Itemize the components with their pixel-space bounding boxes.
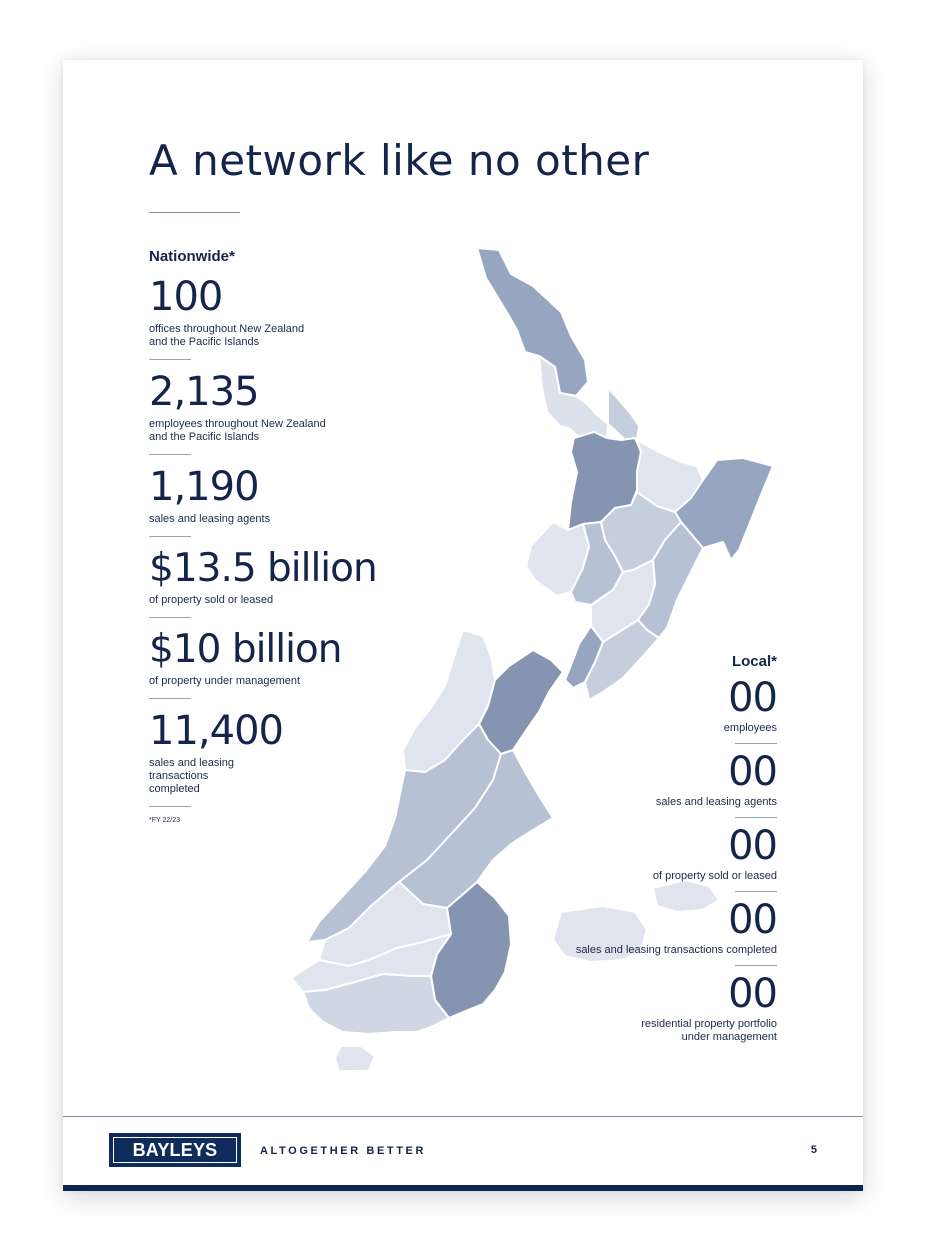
- title-divider: [149, 212, 240, 213]
- footer-tagline: ALTOGETHER BETTER: [260, 1145, 427, 1157]
- stat-divider: [735, 891, 777, 892]
- map-region-gisborne: [674, 457, 774, 561]
- stat-divider: [149, 806, 191, 807]
- local-stats: Local* 00 employees 00 sales and leasing…: [517, 653, 778, 1044]
- map-region-northland: [476, 247, 589, 397]
- local-stat-property-sold: 00 of property sold or leased: [517, 823, 778, 883]
- stat-description-line: transactions: [149, 770, 209, 782]
- stat-description: employees throughout New Zealand and the…: [149, 418, 409, 444]
- stat-description-line: sales and leasing transactions completed: [575, 944, 777, 956]
- stat-divider: [149, 698, 191, 699]
- stat-value: 00: [728, 823, 778, 869]
- local-stat-portfolio: 00 residential property portfolio under …: [517, 971, 778, 1044]
- nationwide-heading: Nationwide*: [149, 248, 235, 265]
- stat-description-line: sales and leasing agents: [149, 513, 271, 525]
- stat-value: 00: [728, 897, 778, 943]
- local-heading: Local*: [731, 653, 777, 670]
- stat-value: $10 billion: [149, 627, 343, 672]
- stat-divider: [149, 617, 191, 618]
- stat-value: 2,135: [149, 369, 260, 415]
- footer-bar: [63, 1185, 863, 1191]
- footnote: *FY 22/23: [149, 817, 181, 824]
- stat-agents: 1,190 sales and leasing agents: [149, 467, 409, 526]
- stat-description-line: completed: [149, 783, 200, 795]
- stat-divider: [735, 817, 777, 818]
- stat-divider: [149, 536, 191, 537]
- map-region-coromandel: [607, 387, 640, 441]
- stat-divider: [149, 454, 191, 455]
- new-zealand-map-icon: [290, 247, 774, 1070]
- stat-description-line: residential property portfolio: [641, 1018, 777, 1030]
- stat-description-line: and the Pacific Islands: [149, 336, 260, 348]
- stat-value: 100: [149, 274, 223, 320]
- stat-description-line: of property under management: [149, 675, 301, 687]
- stat-divider: [735, 743, 777, 744]
- stat-description: sales and leasing agents: [149, 513, 409, 526]
- stat-description: residential property portfolio under man…: [517, 1018, 777, 1044]
- map-region-wellington: [564, 625, 604, 689]
- stat-description-line: sales and leasing agents: [655, 796, 777, 808]
- page-title: A network like no other: [149, 136, 650, 185]
- stat-description-line: employees throughout New Zealand: [149, 418, 326, 430]
- local-stat-employees: 00 employees: [517, 675, 778, 735]
- stat-value: 00: [728, 971, 778, 1017]
- stat-description: offices throughout New Zealand and the P…: [149, 323, 409, 349]
- stat-description-line: offices throughout New Zealand: [149, 323, 305, 335]
- stat-description: of property sold or leased: [149, 594, 409, 607]
- stat-divider: [735, 965, 777, 966]
- bayleys-logo: BAYLEYS: [109, 1133, 241, 1167]
- stat-value: 00: [728, 675, 778, 721]
- stat-value: 1,190: [149, 464, 260, 510]
- stat-description-line: employees: [723, 722, 777, 734]
- stat-description: sales and leasing transactions completed: [517, 944, 777, 957]
- stat-description-line: sales and leasing: [149, 757, 235, 769]
- map-region-chatham-islands: [552, 905, 648, 963]
- page-number: 5: [810, 1144, 817, 1156]
- local-stat-agents: 00 sales and leasing agents: [517, 749, 778, 809]
- stat-value: 11,400: [149, 708, 284, 754]
- stat-value: 00: [728, 749, 778, 795]
- map-region-pacific-islands: [652, 879, 720, 913]
- map-region-southland-south: [302, 973, 450, 1035]
- local-stat-transactions: 00 sales and leasing transactions comple…: [517, 897, 778, 957]
- stat-description: of property sold or leased: [517, 870, 777, 883]
- stat-offices: 100 offices throughout New Zealand and t…: [149, 277, 409, 349]
- stat-property-managed: $10 billion of property under management: [149, 630, 409, 688]
- stat-description-line: and the Pacific Islands: [149, 431, 260, 443]
- stat-description: employees: [517, 722, 777, 735]
- map-region-wairarapa: [584, 619, 660, 701]
- stat-transactions: 11,400 sales and leasing transactions co…: [149, 711, 409, 796]
- stat-description-line: of property sold or leased: [652, 870, 777, 882]
- document-page: A network like no other: [63, 60, 863, 1191]
- stat-property-sold: $13.5 billion of property sold or leased: [149, 549, 409, 607]
- footer-divider: [63, 1116, 863, 1117]
- stat-description-line: of property sold or leased: [149, 594, 274, 606]
- map-region-stewart-island: [334, 1045, 376, 1070]
- stat-description: sales and leasing agents: [517, 796, 777, 809]
- stat-description: sales and leasing transactions completed: [149, 757, 409, 796]
- stat-value: $13.5 billion: [149, 546, 378, 591]
- stat-employees: 2,135 employees throughout New Zealand a…: [149, 372, 409, 444]
- stat-divider: [149, 359, 191, 360]
- stat-description: of property under management: [149, 675, 409, 688]
- nationwide-stats: Nationwide* 100 offices throughout New Z…: [149, 248, 409, 824]
- logo-text: BAYLEYS: [113, 1137, 237, 1163]
- stat-description-line: under management: [681, 1031, 777, 1043]
